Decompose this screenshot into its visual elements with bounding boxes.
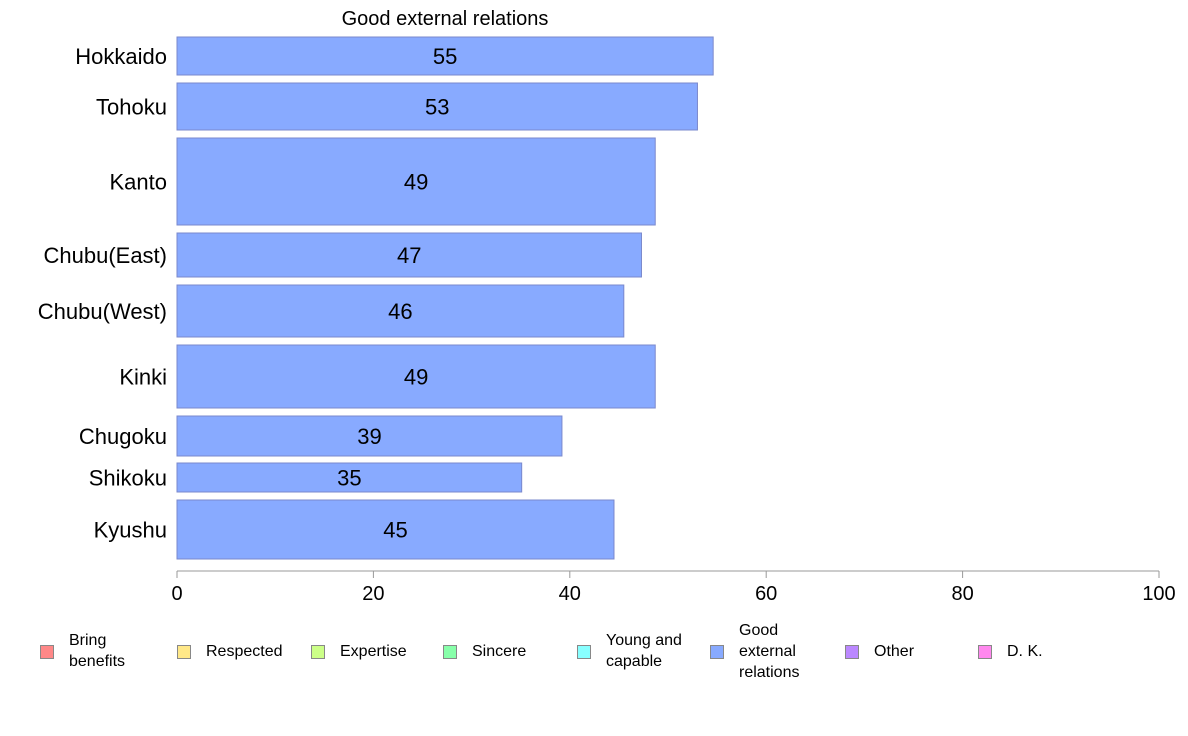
category-label: Chubu(West) <box>38 299 167 324</box>
x-tick-label: 0 <box>171 583 182 605</box>
category-label: Kyushu <box>94 518 167 543</box>
legend-swatch <box>845 645 859 659</box>
x-tick-label: 100 <box>1142 583 1175 605</box>
legend-swatch <box>311 645 325 659</box>
data-label: 55 <box>433 44 457 69</box>
data-label: 49 <box>404 365 428 390</box>
legend-swatch <box>177 645 191 659</box>
bar <box>176 415 563 457</box>
category-label: Shikoku <box>89 466 167 491</box>
legend-label: D. K. <box>1007 642 1043 660</box>
bar <box>176 232 642 278</box>
legend-label: Young and capable <box>606 632 682 670</box>
data-label: 46 <box>388 299 412 324</box>
legend-swatch <box>710 645 724 659</box>
data-label: 49 <box>404 170 428 195</box>
bar <box>176 82 698 131</box>
x-tick-label: 60 <box>755 583 777 605</box>
data-label: 39 <box>357 424 381 449</box>
legend-label: Respected <box>206 642 283 660</box>
category-label: Tohoku <box>96 95 167 120</box>
category-label: Kinki <box>119 365 167 390</box>
data-label: 35 <box>337 466 361 491</box>
legend-label: Bring benefits <box>69 632 126 670</box>
legend-label: Expertise <box>340 642 407 660</box>
legend-swatch <box>978 645 992 659</box>
legend-swatch <box>577 645 591 659</box>
bar <box>176 499 615 560</box>
bar <box>176 36 714 76</box>
category-label: Chubu(East) <box>43 243 167 268</box>
category-label: Hokkaido <box>75 44 167 69</box>
bar <box>176 137 656 226</box>
legend-swatch <box>443 645 457 659</box>
x-tick-label: 40 <box>559 583 581 605</box>
bar <box>176 344 656 409</box>
chart-title: Good external relations <box>342 8 549 30</box>
legend-swatch <box>40 645 54 659</box>
category-label: Kanto <box>110 170 168 195</box>
category-label: Chugoku <box>79 424 167 449</box>
bar <box>176 284 625 338</box>
legend-label: Other <box>874 642 915 660</box>
legend-label: Sincere <box>472 642 527 660</box>
x-tick-label: 80 <box>951 583 973 605</box>
x-tick-label: 20 <box>362 583 384 605</box>
data-label: 45 <box>383 518 407 543</box>
data-label: 53 <box>425 95 449 120</box>
bar <box>176 462 523 493</box>
data-label: 47 <box>397 243 421 268</box>
legend-label: Good external relations <box>739 621 800 681</box>
